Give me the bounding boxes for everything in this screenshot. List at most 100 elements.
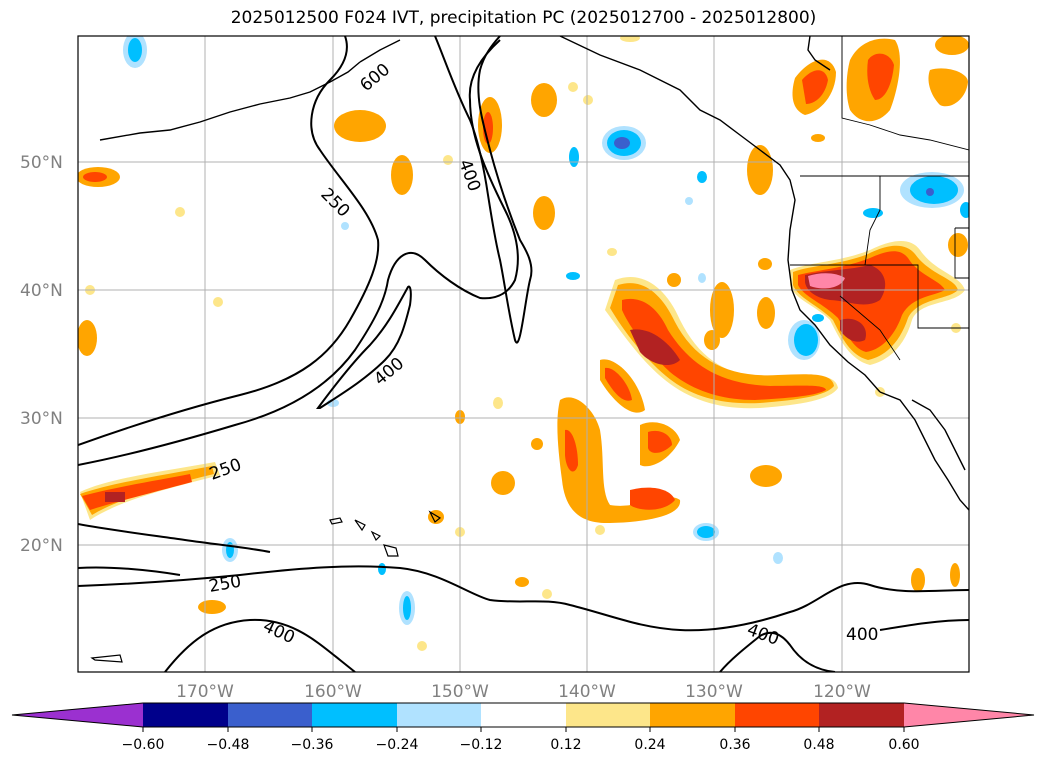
precip-region [493,397,503,409]
precip-region [568,82,578,92]
precip-region [334,110,386,142]
precip-region [794,324,818,356]
precip-region [926,188,934,196]
precip-region [614,137,630,149]
precip-region [750,465,782,487]
colorbar-bin [650,703,735,727]
colorbar-bin [228,703,312,727]
precip-region [531,83,557,117]
precip-region [557,397,681,524]
colorbar-bin [735,703,819,727]
boundaries [790,36,969,361]
colorbar-tick-label: 0.12 [550,737,581,753]
lon-label: 160°W [304,682,362,702]
colorbar-tick-label: 0.36 [719,737,750,753]
precip-region [758,258,772,270]
precip-region [341,222,349,230]
precip-region [620,36,640,42]
colorbar-bin [143,703,228,727]
precip-region [911,568,925,592]
precip-region [960,202,969,218]
precip-region [648,430,672,453]
colorbar-tick-label: −0.60 [122,737,165,753]
colorbar-tick-label: 0.24 [634,737,665,753]
precip-region [198,600,226,614]
colorbar-tick-label: 0.48 [803,737,834,753]
lat-label: 50°N [20,153,63,173]
ivt-contour-label: 400 [846,625,878,645]
precip-region [595,525,605,535]
precip-region [773,552,783,564]
precip-region [698,273,706,283]
colorbar-bin [566,703,650,727]
colorbar-tick-label: 0.60 [888,737,919,753]
latitude-labels: 50°N 40°N 30°N 20°N [20,153,63,556]
graticule [78,36,969,672]
precip-region [928,68,968,107]
precip-region [226,542,234,558]
precip-region [710,282,734,338]
lon-label: 150°W [431,682,489,702]
precip-region [542,589,552,599]
precip-region [83,172,107,182]
precip-region [605,367,632,401]
colorbar-tick-label: −0.36 [291,737,334,753]
precip-region [175,207,185,217]
precip-region [812,314,824,322]
precip-region [757,297,775,329]
precip-region [950,563,960,587]
longitude-labels: 170°W 160°W 150°W 140°W 130°W 120°W [176,682,871,702]
precip-region [531,438,543,450]
precip-region [948,233,968,257]
precip-region [685,197,693,205]
map-frame [77,35,970,673]
islands [90,510,442,663]
precip-region [583,95,593,105]
precip-region [105,492,125,502]
lon-label: 140°W [558,682,616,702]
precip-region [935,36,969,55]
colorbar-tick-label: −0.24 [376,737,419,753]
precip-region [533,196,555,230]
coastlines [99,36,969,511]
colorbar-extend-left [12,703,143,727]
precip-region [491,471,515,495]
lon-label: 170°W [176,682,234,702]
ivt-contours [78,36,969,672]
lon-label: 130°W [685,682,743,702]
precip-region [213,297,223,307]
precip-region [566,272,580,280]
precip-region [515,577,529,587]
precip-region [867,53,894,100]
plot-title: 2025012500 F024 IVT, precipitation PC (2… [230,8,817,28]
precip-region [802,70,828,104]
colorbar-bin [397,703,481,727]
lat-label: 40°N [20,281,63,301]
precip-region [443,155,453,165]
precip-region [840,318,866,342]
precip-region [863,208,883,218]
colorbar: −0.60 −0.48 −0.36 −0.24 −0.12 0.12 0.24 … [11,702,1035,753]
colorbar-bin [819,703,904,727]
precip-region [607,248,617,256]
colorbar-bin [312,703,397,727]
colorbar-extend-right [904,703,1034,727]
lat-label: 20°N [20,536,63,556]
precip-region [808,273,845,289]
precip-region [704,330,720,350]
lon-label: 120°W [813,682,871,702]
colorbar-tick-label: −0.48 [207,737,250,753]
precip-region [569,147,579,167]
precip-region [403,596,411,620]
precip-region [610,283,834,404]
precip-region [697,171,707,183]
colorbar-tick-label: −0.12 [460,737,503,753]
precip-region [565,429,578,472]
precip-region [630,487,675,510]
precip-shading [78,36,969,651]
precip-region [747,145,773,195]
precip-region [391,155,413,195]
precip-region [667,273,681,287]
precip-region [910,176,958,204]
